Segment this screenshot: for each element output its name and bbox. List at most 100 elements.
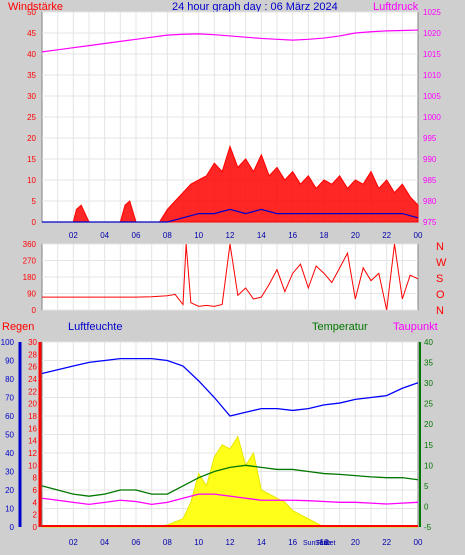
wind-tick-label: 10 [27,176,36,185]
humidity-tick-label: 60 [5,412,14,421]
pressure-series [41,29,419,53]
pressure-tick-label: 995 [423,134,437,143]
wind-tick-label: 25 [27,113,36,122]
temperature-tick-label: -5 [424,523,432,532]
temperature-tick-label: 5 [424,482,429,491]
time-tick-label: 16 [288,231,297,240]
time-tick-label: 04 [100,231,109,240]
humidity-tick-label: 50 [5,431,14,440]
temperature-tick-label: 25 [424,400,433,409]
time-tick-label: 20 [351,538,360,547]
pressure-tick-label: 980 [423,197,437,206]
humidity-tick-label: 30 [5,468,14,477]
rain-axis-title: Regen [2,321,34,333]
humidity-tick-label: 0 [10,523,15,532]
sun-label: Rise [317,540,331,547]
time-tick-label: 10 [194,231,203,240]
time-tick-label: 18 [320,231,329,240]
time-tick-label: 22 [382,231,391,240]
rain-tick-label: 8 [33,474,38,483]
pressure-tick-label: 985 [423,176,437,185]
compass-label: N [436,241,444,253]
solar-series [42,435,418,528]
rain-tick-label: 16 [28,424,37,433]
temperature-axis-title: Temperatur [312,321,368,333]
time-tick-label: 00 [414,231,423,240]
pressure-tick-label: 975 [423,218,437,227]
time-tick-label: 12 [226,538,235,547]
rain-tick-label: 18 [28,412,37,421]
wind-direction-series [42,243,419,311]
humidity-tick-label: 80 [5,375,14,384]
direction-tick-label: 90 [27,290,36,299]
temperature-tick-label: 35 [424,359,433,368]
humidity-axis-title: Luftfeuchte [68,321,122,333]
compass-label: N [436,305,444,317]
time-tick-label: 22 [382,538,391,547]
wind-tick-label: 0 [32,218,37,227]
pressure-tick-label: 1005 [423,92,441,101]
wind-speed-series [42,144,419,223]
wind-tick-label: 20 [27,134,36,143]
time-tick-label: 14 [257,538,266,547]
wind-tick-label: 35 [27,71,36,80]
direction-tick-label: 360 [23,240,37,249]
time-tick-label: 02 [69,538,78,547]
humidity-tick-label: 40 [5,449,14,458]
compass-label: W [436,257,447,269]
time-tick-label: 18 [320,538,329,547]
time-tick-label: 00 [414,538,423,547]
rain-tick-label: 6 [33,486,38,495]
time-tick-label: 20 [351,231,360,240]
rain-tick-label: 22 [28,387,37,396]
rain-tick-label: 0 [33,523,38,532]
sun-label: Sun [315,540,328,547]
rain-tick-label: 10 [28,461,37,470]
temperature-series [41,464,419,497]
humidity-tick-label: 100 [1,338,15,347]
time-tick-label: 16 [288,538,297,547]
humidity-tick-label: 10 [5,505,14,514]
rain-tick-label: 2 [33,511,38,520]
wind-tick-label: 15 [27,155,36,164]
humidity-tick-label: 70 [5,394,14,403]
pressure-tick-label: 1025 [423,8,441,17]
humidity-tick-label: 20 [5,486,14,495]
pressure-axis-title: Luftdruck [373,1,419,13]
pressure-tick-label: 1015 [423,50,441,59]
pressure-tick-label: 1020 [423,29,441,38]
time-tick-label: 08 [163,538,172,547]
wind-tick-label: 5 [32,197,37,206]
temperature-tick-label: 20 [424,420,433,429]
rain-tick-label: 24 [28,375,37,384]
time-tick-label: 10 [194,538,203,547]
direction-tick-label: 270 [23,257,37,266]
temperature-tick-label: 0 [424,502,429,511]
wind-tick-label: 40 [27,50,36,59]
wind-tick-label: 30 [27,92,36,101]
rain-tick-label: 12 [28,449,37,458]
dewpoint-axis-title: Taupunkt [393,321,438,333]
pressure-tick-label: 1000 [423,113,441,122]
humidity-series [41,358,419,417]
wind-tick-label: 50 [27,8,36,17]
wind-tick-label: 45 [27,29,36,38]
time-tick-label: 06 [132,231,141,240]
humidity-tick-label: 90 [5,357,14,366]
sun-label: Sun [303,540,316,547]
rain-tick-label: 28 [28,350,37,359]
temperature-tick-label: 30 [424,379,433,388]
direction-tick-label: 180 [23,273,37,282]
compass-label: O [436,289,445,301]
rain-tick-label: 30 [28,338,37,347]
time-tick-label: 06 [132,538,141,547]
rain-tick-label: 20 [28,400,37,409]
wind-gust-series [42,208,419,223]
temperature-tick-label: 10 [424,461,433,470]
direction-tick-label: 0 [32,306,37,315]
pressure-tick-label: 1010 [423,71,441,80]
pressure-tick-label: 990 [423,155,437,164]
time-tick-label: 08 [163,231,172,240]
rain-tick-label: 14 [28,437,37,446]
